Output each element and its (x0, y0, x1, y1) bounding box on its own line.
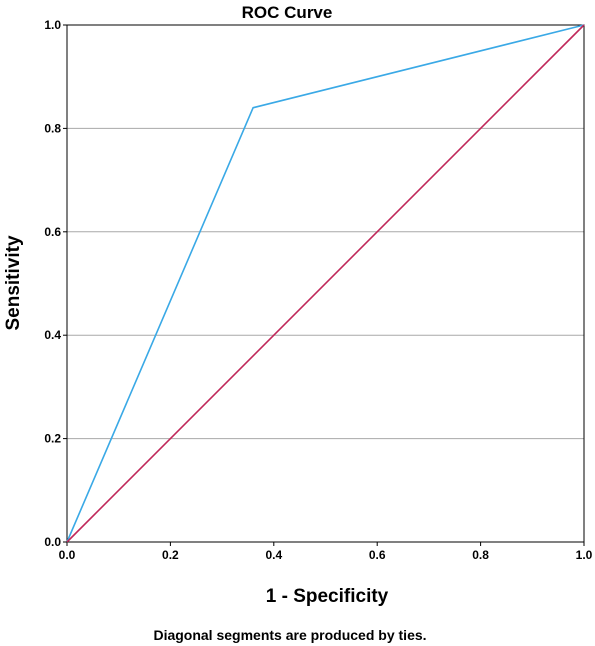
y-tick-label-4: 0.8 (44, 121, 61, 135)
roc-curve-line (66, 24, 585, 543)
x-tick-label-5: 1.0 (576, 548, 593, 562)
y-tick-label-3: 0.6 (44, 225, 61, 239)
y-axis-label: Sensitivity (3, 235, 24, 330)
y-tick-label-2: 0.4 (44, 328, 61, 342)
chart-title: ROC Curve (242, 3, 333, 22)
y-tick-label-1: 0.2 (44, 432, 61, 446)
x-axis-ticks: 0.0 0.2 0.4 0.6 0.8 1.0 (59, 542, 593, 562)
x-tick-label-2: 0.4 (265, 548, 282, 562)
footnote: Diagonal segments are produced by ties. (153, 627, 426, 643)
y-tick-label-5: 1.0 (44, 18, 61, 32)
x-tick-label-0: 0.0 (59, 548, 76, 562)
y-axis-ticks: 0.0 0.2 0.4 0.6 0.8 1.0 (44, 18, 67, 549)
x-tick-label-3: 0.6 (369, 548, 386, 562)
x-tick-label-4: 0.8 (472, 548, 489, 562)
x-axis-label: 1 - Specificity (266, 586, 389, 607)
plot-frame (66, 24, 585, 543)
reference-diagonal-line (66, 24, 585, 543)
x-tick-label-1: 0.2 (162, 548, 179, 562)
series-layer (66, 24, 585, 543)
y-tick-label-0: 0.0 (44, 535, 61, 549)
